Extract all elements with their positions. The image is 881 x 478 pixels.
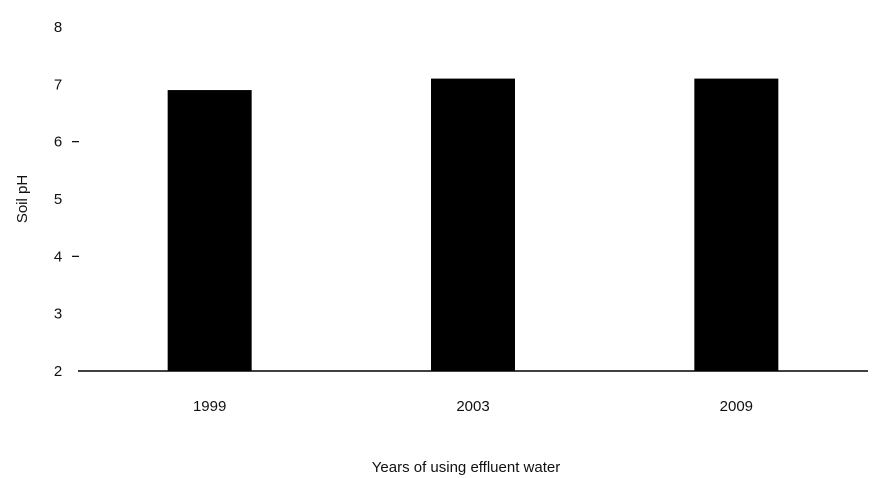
bars — [167, 78, 779, 372]
y-tick-label: 5 — [54, 191, 62, 208]
bar-2009 — [694, 78, 779, 371]
y-tick-label: 7 — [54, 76, 62, 93]
bar-2003 — [431, 78, 515, 371]
bar-1999 — [167, 90, 252, 372]
y-axis-ticks: 2 3 4 5 6 7 8 — [54, 19, 79, 380]
y-tick-label: 6 — [54, 134, 62, 151]
y-tick-label: 2 — [54, 363, 62, 380]
y-tick-label: 4 — [54, 248, 62, 265]
x-tick-label: 2009 — [720, 398, 753, 415]
y-tick-label: 8 — [54, 19, 62, 36]
y-axis-title: Soil pH — [14, 175, 31, 223]
x-tick-label: 1999 — [193, 398, 226, 415]
x-tick-label: 2003 — [456, 398, 489, 415]
x-axis-title: Years of using effluent water — [372, 459, 560, 476]
x-axis-ticks: 1999 2003 2009 — [193, 398, 753, 415]
y-tick-label: 3 — [54, 306, 62, 323]
